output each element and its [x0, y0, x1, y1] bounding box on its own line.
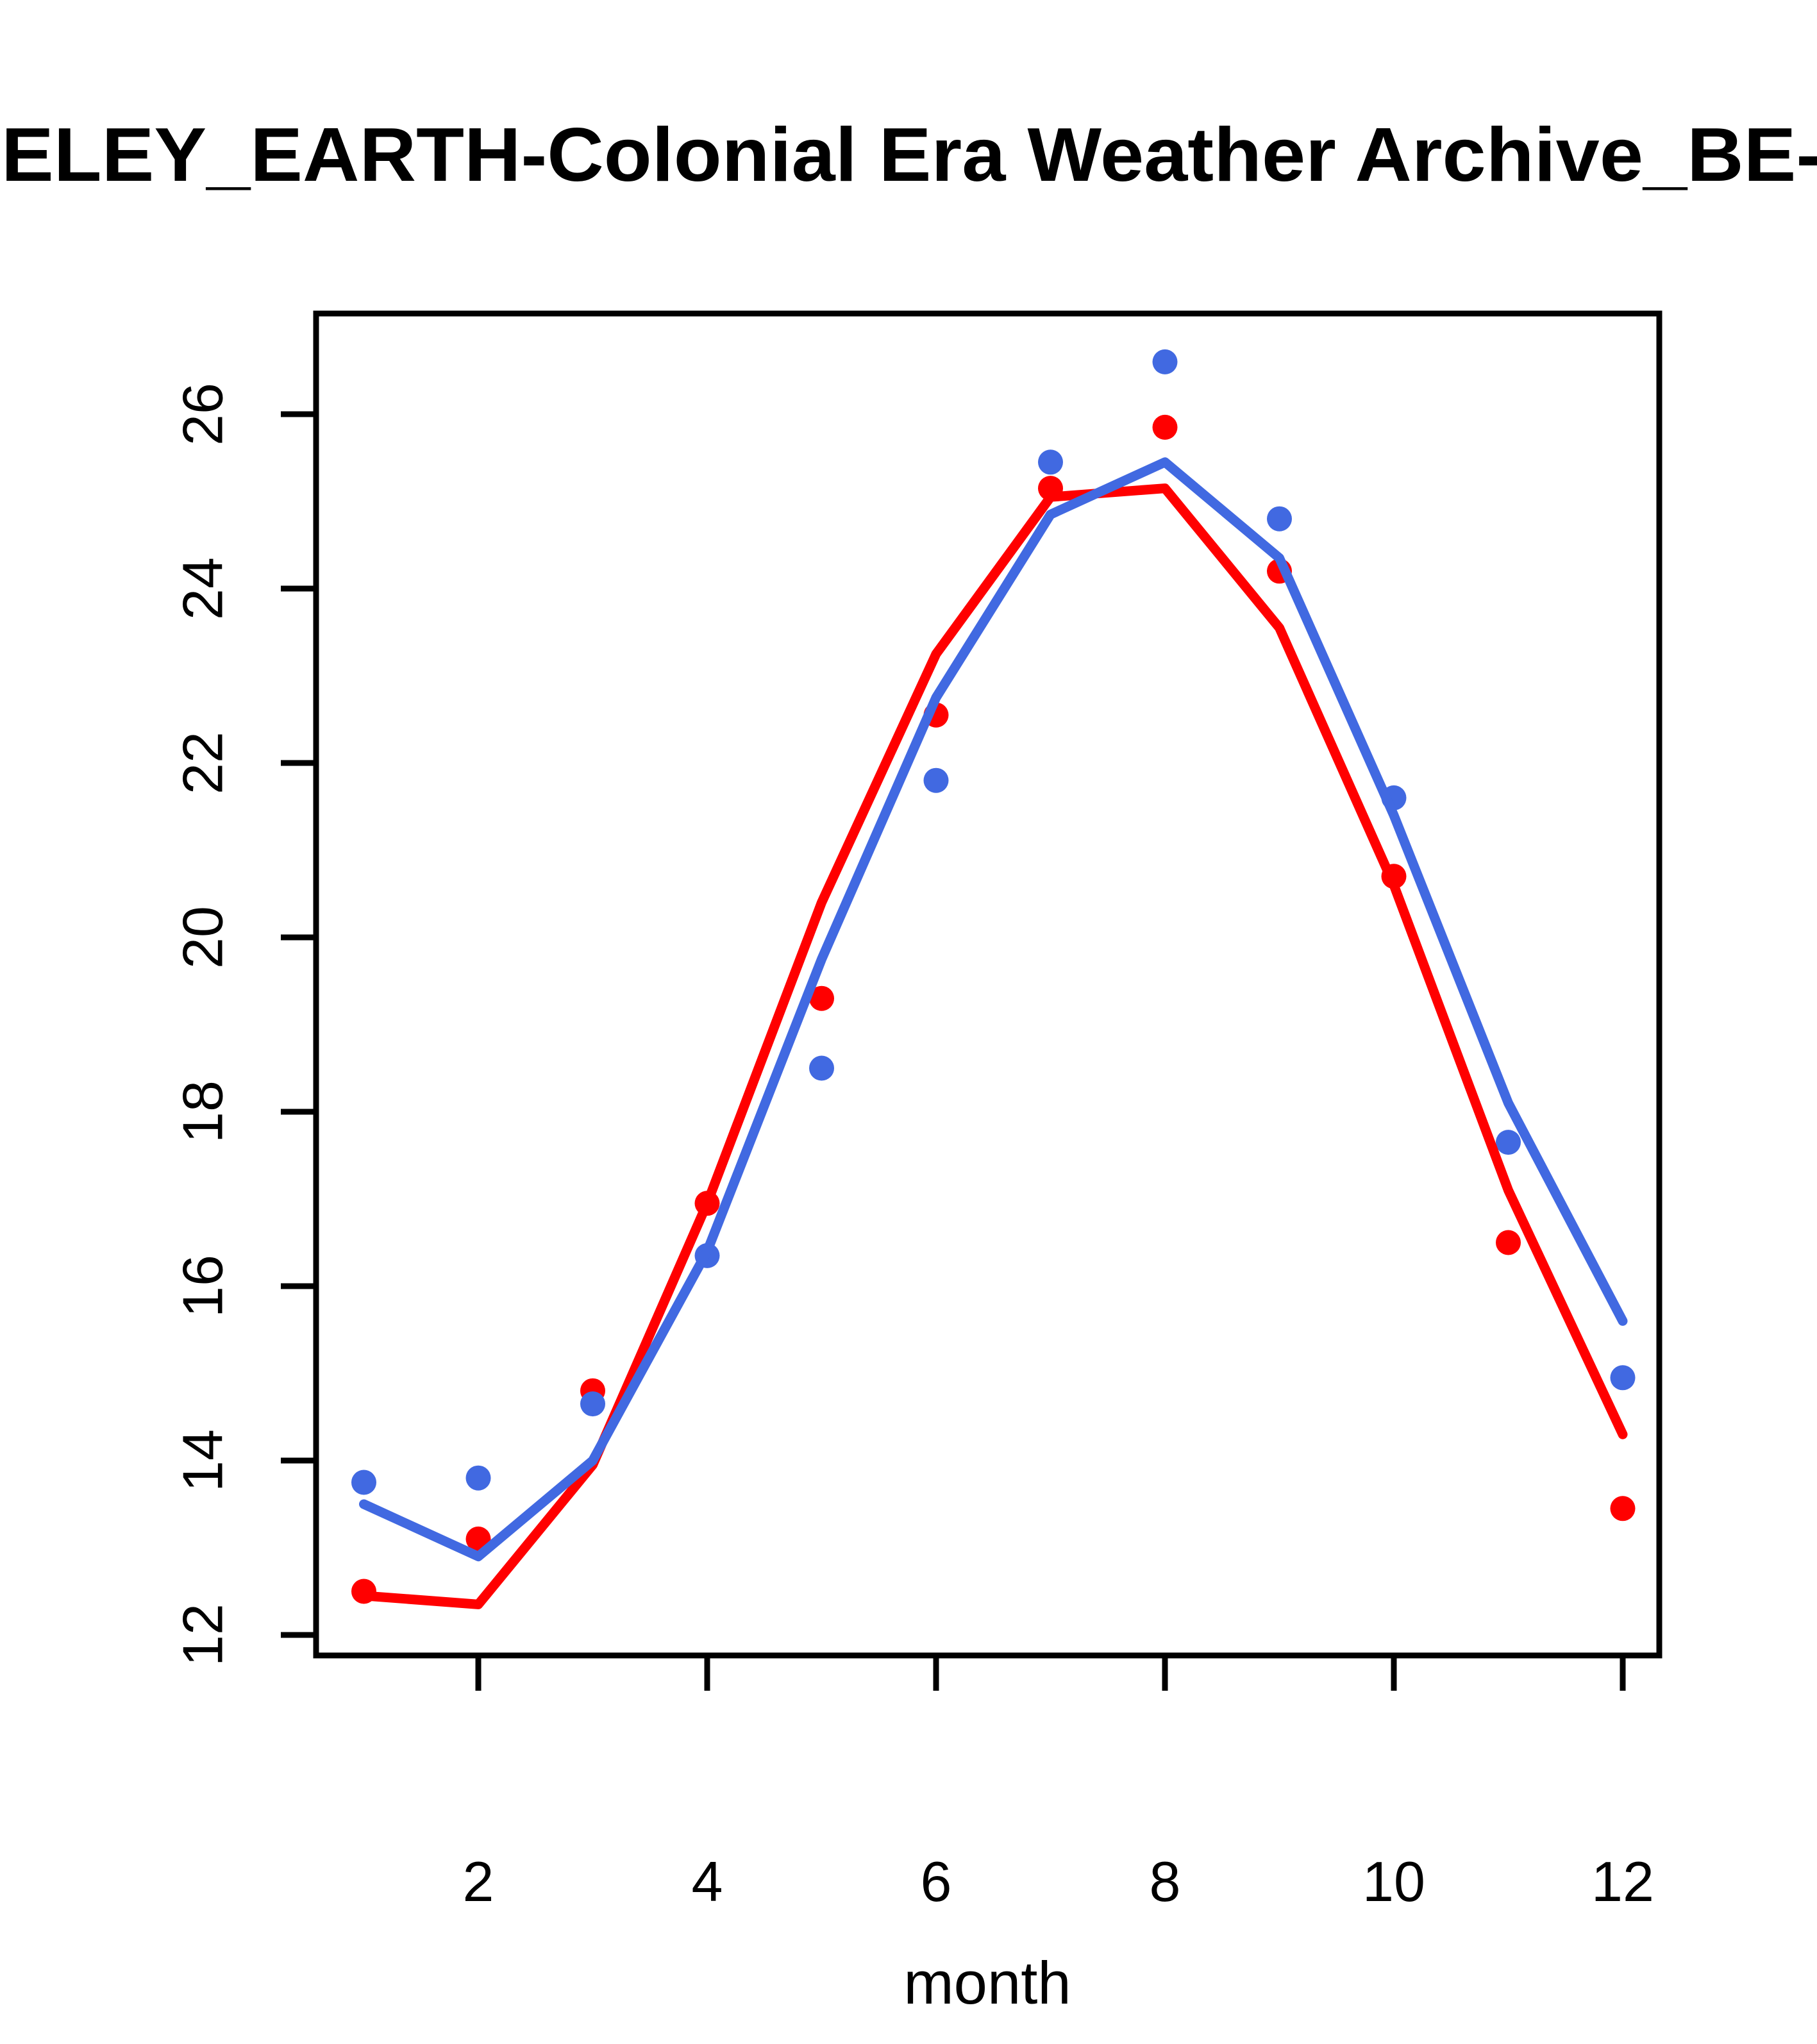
blue-line: [359, 457, 1628, 1562]
red-points-point: [1152, 414, 1178, 440]
y-tick-label: 22: [171, 732, 235, 794]
blue-points-point: [1496, 1130, 1521, 1155]
y-tick-label: 18: [171, 1080, 235, 1143]
x-tick-label: 2: [463, 1850, 494, 1913]
blue-points-point: [1610, 1365, 1636, 1391]
blue-points-point: [1152, 349, 1178, 374]
blue-points-point: [923, 767, 949, 793]
chart-title: ELEY_EARTH-Colonial Era Weather Archive_…: [1, 112, 1817, 197]
x-tick-label: 4: [692, 1850, 723, 1913]
red-line: [359, 483, 1628, 1609]
red-points-point: [1610, 1496, 1636, 1521]
y-tick-label: 14: [171, 1429, 235, 1492]
blue-points-point: [580, 1391, 605, 1417]
x-axis-label: month: [903, 1949, 1071, 2016]
blue-points-point: [351, 1470, 376, 1495]
x-tick-label: 10: [1362, 1850, 1425, 1913]
blue-points-point: [809, 1055, 834, 1081]
y-tick-label: 16: [171, 1255, 235, 1318]
plot-box: [313, 310, 1662, 1659]
blue-points-point: [1267, 506, 1292, 532]
x-tick-label: 8: [1150, 1850, 1181, 1913]
red-points-point: [1496, 1230, 1521, 1255]
y-tick-label: 20: [171, 906, 235, 969]
blue-points-point: [465, 1465, 491, 1491]
y-tick-label: 24: [171, 557, 235, 620]
red-points-point: [809, 985, 834, 1011]
blue-points-point: [1038, 449, 1063, 475]
y-tick-label: 26: [171, 383, 235, 446]
x-tick-label: 12: [1591, 1850, 1654, 1913]
y-tick-label: 12: [171, 1604, 235, 1666]
x-tick-label: 6: [921, 1850, 952, 1913]
